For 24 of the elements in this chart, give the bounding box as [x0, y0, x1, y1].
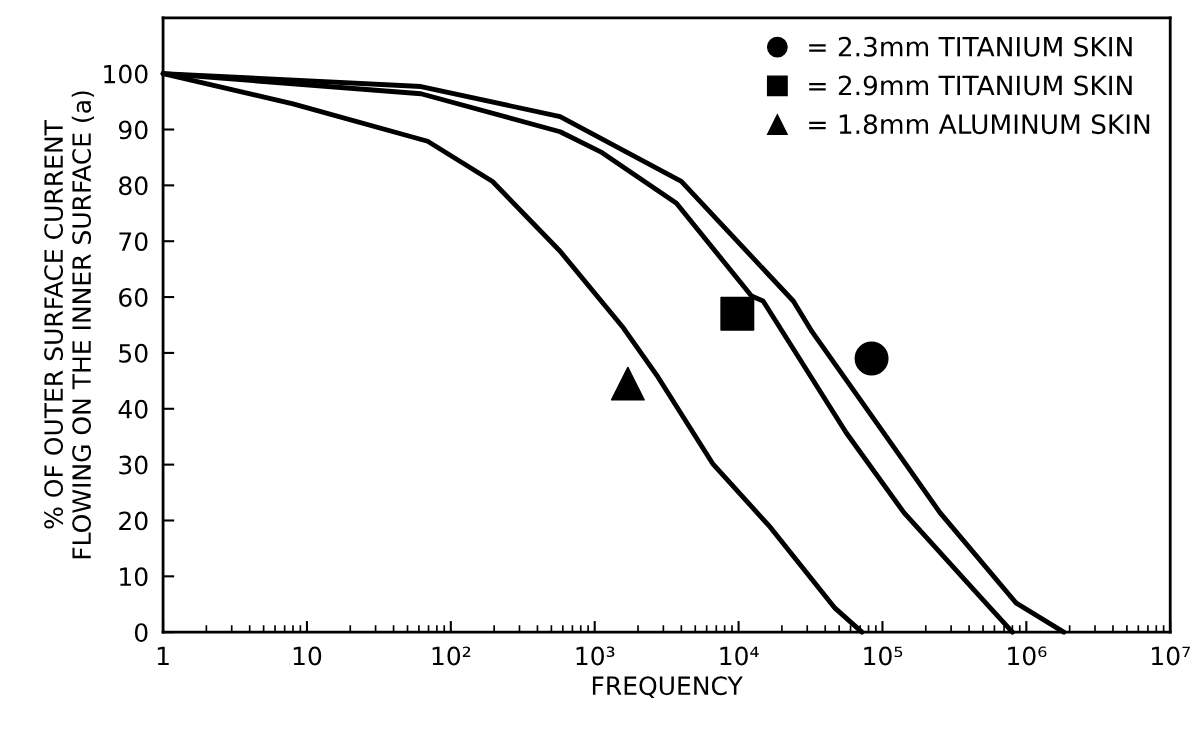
legend-label: = 2.3mm TITANIUM SKIN	[809, 36, 1132, 57]
y-tick-label: 80	[119, 176, 148, 196]
legend-label: = 1.8mm ALUMINUM SKIN	[809, 114, 1150, 135]
legend-label: = 2.9mm TITANIUM SKIN	[809, 75, 1132, 96]
y-tick-label: 10	[120, 567, 148, 587]
y-tick-label: 0	[134, 623, 148, 643]
x-axis-title: FREQUENCY	[592, 676, 743, 699]
x-tick-label: 1	[157, 646, 169, 666]
y-tick-label: 50	[119, 343, 148, 363]
y-tick-label: 70	[119, 232, 148, 252]
x-tick-label: 10⁵	[864, 646, 903, 666]
y-tick-label: 40	[118, 399, 148, 419]
y-tick-label: 90	[118, 120, 148, 140]
y-tick-label: 20	[119, 511, 148, 531]
x-tick-label: 10⁷	[1152, 646, 1190, 666]
x-tick-label: 10²	[432, 646, 471, 666]
y-tick-label: 100	[104, 64, 148, 84]
x-tick-label: 10	[293, 646, 322, 666]
x-tick-label: 10⁶	[1008, 646, 1047, 666]
x-tick-label: 10⁴	[720, 646, 759, 666]
x-tick-label: 10³	[576, 646, 615, 666]
y-axis-title: % OF OUTER SURFACE CURRENT FLOWING ON THE INNER SURFACE (a)	[44, 91, 94, 559]
y-tick-label: 30	[119, 455, 148, 475]
y-tick-label: 60	[119, 288, 148, 307]
